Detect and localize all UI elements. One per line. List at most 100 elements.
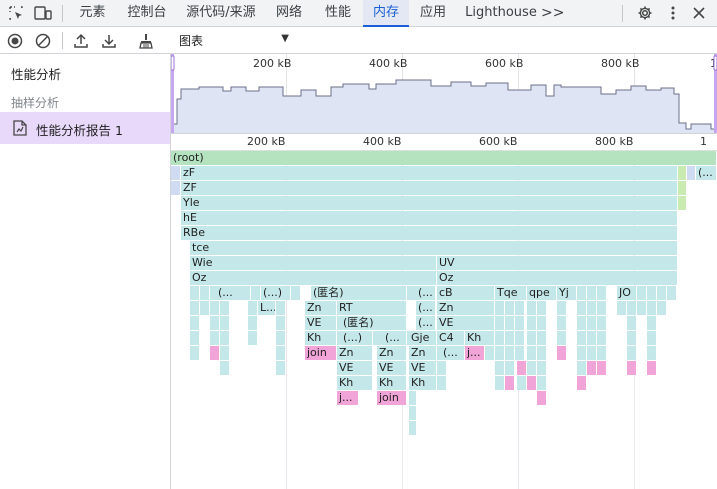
record-icon[interactable]	[5, 31, 25, 51]
flame-bar[interactable]	[637, 301, 647, 315]
flame-bar-alloc[interactable]	[505, 376, 515, 390]
flame-bar-ellipsis[interactable]: (...	[696, 166, 717, 180]
flame-bar[interactable]	[527, 346, 537, 360]
flame-bar[interactable]	[200, 286, 210, 300]
flame-bar[interactable]	[627, 346, 637, 360]
flame-bar[interactable]	[210, 331, 220, 345]
more-options-icon[interactable]	[664, 4, 682, 22]
flame-bar[interactable]	[597, 286, 607, 300]
flame-bar-RBe[interactable]: RBe	[181, 226, 678, 240]
flame-bar[interactable]	[409, 406, 417, 420]
flame-bar-ellipsis[interactable]: (...	[416, 316, 436, 330]
flame-bar-alloc[interactable]	[210, 346, 220, 360]
flame-bar[interactable]	[637, 286, 647, 300]
flame-bar[interactable]	[587, 346, 597, 360]
upload-icon[interactable]	[71, 31, 91, 51]
flame-bar[interactable]	[190, 346, 200, 360]
flame-bar[interactable]	[409, 421, 417, 435]
flame-bar-Zn[interactable]: Zn	[337, 346, 373, 360]
flame-bar-ellipsis[interactable]: (...	[416, 301, 436, 315]
flame-bar[interactable]	[687, 166, 696, 180]
flame-bar[interactable]	[505, 346, 515, 360]
flame-bar-ellipsis[interactable]: (...)	[261, 286, 291, 300]
flame-bar[interactable]	[537, 301, 547, 315]
flame-bar[interactable]	[537, 331, 547, 345]
flame-bar-RT[interactable]: RT	[337, 301, 407, 315]
flame-chart[interactable]: (root) zF (... ZF Yle hE RBe tce Wie UV …	[171, 151, 717, 489]
flame-bar[interactable]	[667, 286, 677, 300]
flame-bar[interactable]	[495, 346, 505, 360]
flame-bar[interactable]	[557, 316, 567, 330]
flame-bar[interactable]	[220, 301, 230, 315]
flame-bar-Zn[interactable]: Zn	[377, 346, 407, 360]
flame-bar-VE[interactable]: VE	[305, 316, 337, 330]
flame-bar[interactable]	[515, 331, 525, 345]
flame-bar-VE[interactable]: VE	[437, 316, 495, 330]
flame-bar-alloc[interactable]	[647, 361, 657, 375]
flame-bar[interactable]	[527, 301, 537, 315]
flame-bar[interactable]	[647, 301, 657, 315]
flame-bar[interactable]	[527, 331, 537, 345]
flame-bar[interactable]	[647, 346, 657, 360]
flame-bar-Zn[interactable]: Zn	[305, 301, 337, 315]
flame-bar-anonymous[interactable]: (匿名)	[337, 316, 407, 330]
flame-bar[interactable]	[495, 376, 505, 390]
flame-bar-anonymous[interactable]: (匿名)	[311, 286, 407, 300]
flame-bar[interactable]	[657, 286, 667, 300]
flame-bar[interactable]	[678, 181, 687, 195]
view-mode-select[interactable]: 图表 ▼	[179, 32, 289, 49]
flame-bar[interactable]	[190, 331, 200, 345]
flame-bar-ellipsis[interactable]: (...	[437, 346, 465, 360]
flame-bar[interactable]	[557, 301, 567, 315]
flame-bar-alloc[interactable]	[587, 361, 597, 375]
tab-sources[interactable]: 源代码/来源	[186, 5, 256, 20]
flame-bar[interactable]	[515, 316, 525, 330]
flame-bar[interactable]	[220, 331, 230, 345]
flame-bar-root[interactable]: (root)	[171, 151, 717, 165]
clear-all-icon[interactable]	[33, 31, 53, 51]
flame-bar[interactable]	[587, 301, 597, 315]
collect-garbage-broom-icon[interactable]	[136, 31, 156, 51]
flame-bar[interactable]	[577, 301, 587, 315]
flame-bar-alloc[interactable]	[597, 361, 607, 375]
flame-bar[interactable]	[597, 331, 607, 345]
flame-bar-Oz[interactable]: Oz	[190, 271, 437, 285]
flame-bar[interactable]	[171, 166, 181, 180]
flame-bar[interactable]	[276, 346, 286, 360]
flame-bar-Zn[interactable]: Zn	[437, 301, 495, 315]
flame-bar[interactable]	[557, 331, 567, 345]
tab-memory[interactable]: 内存	[363, 0, 409, 27]
flame-bar[interactable]	[495, 301, 505, 315]
flame-bar[interactable]	[248, 316, 258, 330]
tab-elements[interactable]: 元素	[79, 5, 106, 20]
flame-bar-Tqe[interactable]: Tqe	[495, 286, 527, 300]
tab-performance[interactable]: 性能	[324, 5, 351, 20]
flame-bar[interactable]	[190, 286, 200, 300]
flame-bar-Oz[interactable]: Oz	[437, 271, 678, 285]
flame-bar[interactable]	[627, 316, 637, 330]
tab-network[interactable]: 网络	[275, 5, 302, 20]
flame-bar-alloc[interactable]	[557, 346, 567, 360]
flame-bar[interactable]	[587, 331, 597, 345]
flame-bar[interactable]	[200, 301, 210, 315]
flame-bar[interactable]	[537, 361, 547, 375]
flame-bar-Zn[interactable]: Zn	[409, 346, 437, 360]
tab-application[interactable]: 应用	[419, 5, 446, 20]
flame-bar-join[interactable]: join	[305, 346, 337, 360]
flame-bar-Kh[interactable]: Kh	[465, 331, 495, 345]
flame-bar[interactable]	[647, 316, 657, 330]
flame-bar[interactable]	[495, 316, 505, 330]
flame-bar[interactable]	[505, 316, 515, 330]
flame-bar[interactable]	[597, 316, 607, 330]
flame-bar-Yle[interactable]: Yle	[181, 196, 678, 210]
flame-bar[interactable]	[248, 331, 258, 345]
flame-bar-C4[interactable]: C4	[437, 331, 465, 345]
flame-bar[interactable]	[515, 346, 525, 360]
flame-bar[interactable]	[587, 286, 597, 300]
flame-bar[interactable]	[647, 286, 657, 300]
flame-bar[interactable]	[220, 346, 230, 360]
flame-bar-JO[interactable]: JO	[617, 286, 637, 300]
flame-bar-alloc[interactable]	[517, 361, 527, 375]
flame-bar[interactable]	[627, 301, 637, 315]
flame-bar[interactable]	[220, 361, 230, 375]
